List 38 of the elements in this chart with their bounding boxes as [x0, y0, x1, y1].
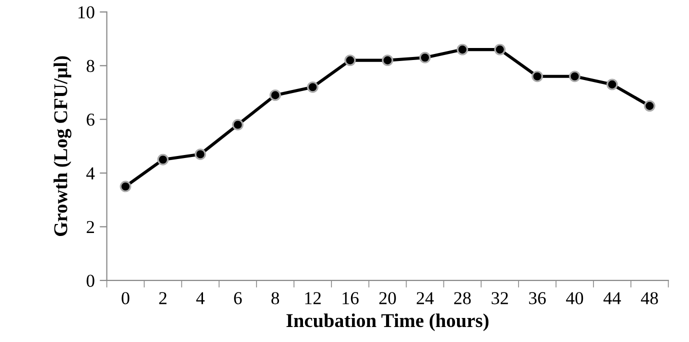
- x-tick-label: 20: [379, 292, 396, 304]
- x-tick-label: 2: [159, 292, 166, 304]
- point: [120, 180, 132, 192]
- x-axis-title: Incubation Time (hours): [286, 313, 488, 332]
- y-tick-label: 4: [86, 167, 95, 180]
- x-tick-label: 28: [454, 292, 471, 304]
- y-tick-label: 2: [86, 221, 94, 234]
- x-tick-label: 24: [416, 292, 434, 304]
- point: [232, 119, 244, 130]
- x-tick-label: 36: [529, 292, 546, 304]
- point: [270, 90, 281, 101]
- y-tick-label: 6: [86, 114, 94, 126]
- point: [456, 44, 468, 56]
- point: [569, 70, 580, 82]
- point: [306, 81, 318, 93]
- point: [644, 100, 656, 112]
- x-tick-label: 12: [305, 292, 321, 304]
- y-tick-label: 8: [86, 60, 94, 72]
- x-tick-label: 44: [604, 292, 621, 304]
- y-axis-title: Growth (Log CFU/µl): [54, 56, 72, 236]
- point: [419, 52, 431, 64]
- x-tick-label: 32: [492, 292, 508, 304]
- x-tick-label: 40: [566, 292, 584, 304]
- point: [344, 54, 356, 66]
- y-tick-label: 0: [86, 274, 94, 287]
- point: [606, 78, 618, 90]
- x-tick-label: 16: [342, 292, 359, 304]
- x-tick-label: 0: [122, 292, 130, 304]
- point: [532, 70, 543, 82]
- point: [494, 44, 506, 56]
- point: [382, 54, 394, 66]
- x-tick-label: 4: [196, 292, 205, 304]
- y-tick-label: 10: [78, 6, 94, 18]
- x-tick-label: 8: [271, 292, 280, 304]
- x-tick-label: 48: [640, 292, 658, 304]
- x-tick-label: 6: [234, 292, 242, 304]
- point: [157, 154, 169, 166]
- point: [194, 148, 206, 160]
